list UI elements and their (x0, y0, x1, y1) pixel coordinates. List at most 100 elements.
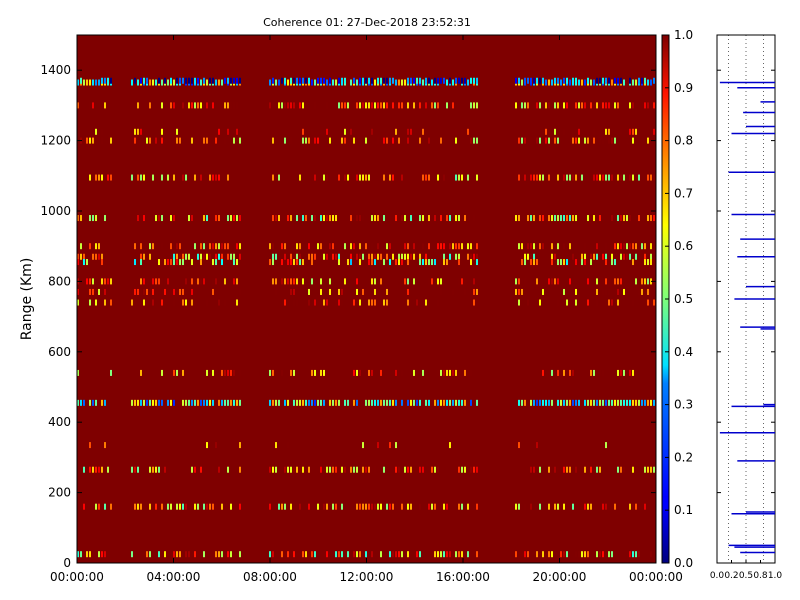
heatmap-cell (446, 102, 448, 109)
heatmap-cell (530, 243, 532, 250)
heatmap-cell (335, 215, 337, 222)
heatmap-cell (155, 79, 157, 86)
heatmap-cell (230, 503, 232, 510)
heatmap-cell (338, 551, 340, 558)
heatmap-cell (428, 174, 430, 181)
colorbar-tick-label: 0.3 (674, 398, 693, 412)
heatmap-cell (185, 551, 187, 558)
heatmap-cell (101, 259, 103, 266)
heatmap-cell (218, 253, 220, 260)
heatmap-cell (410, 215, 412, 222)
heatmap-cell (200, 253, 202, 260)
heatmap-cell (137, 399, 139, 406)
heatmap-cell (374, 79, 376, 86)
heatmap-cell (419, 399, 421, 406)
heatmap-cell (587, 503, 589, 510)
heatmap-cell (77, 551, 79, 558)
heatmap-cell (353, 466, 355, 473)
heatmap-cell (602, 102, 604, 109)
heatmap-cell (104, 299, 106, 306)
heatmap-cell (302, 259, 304, 266)
heatmap-cell (95, 215, 97, 222)
heatmap-cell (632, 243, 634, 250)
heatmap-cell (155, 503, 157, 510)
heatmap-cell (305, 399, 307, 406)
colorbar-tick-label: 0.6 (674, 239, 693, 253)
heatmap-cell (107, 466, 109, 473)
heatmap-cell (542, 77, 544, 84)
heatmap-cell (614, 243, 616, 250)
heatmap-cell (299, 503, 301, 510)
heatmap-cell (518, 278, 520, 285)
heatmap-cell (335, 399, 337, 406)
heatmap-cell (461, 278, 463, 285)
heatmap-cell (233, 253, 235, 260)
heatmap-cell (335, 503, 337, 510)
heatmap-cell (326, 128, 328, 135)
heatmap-cell (629, 215, 631, 222)
heatmap-cell (572, 215, 574, 222)
heatmap-cell (593, 215, 595, 222)
heatmap-cell (164, 466, 166, 473)
heatmap-cell (320, 128, 322, 135)
heatmap-cell (356, 174, 358, 181)
heatmap-cell (164, 288, 166, 295)
heatmap-cell (305, 77, 307, 84)
heatmap-cell (290, 259, 292, 266)
heatmap-cell (539, 503, 541, 510)
heatmap-cell (407, 503, 409, 510)
heatmap-cell (536, 399, 538, 406)
heatmap-cell (191, 77, 193, 84)
heatmap-cell (368, 102, 370, 109)
heatmap-cell (158, 174, 160, 181)
heatmap-cell (617, 174, 619, 181)
heatmap-cell (647, 102, 649, 109)
heatmap-cell (107, 77, 109, 84)
heatmap-cell (149, 503, 151, 510)
heatmap-cell (437, 503, 439, 510)
heatmap-cell (314, 253, 316, 260)
heatmap-cell (422, 128, 424, 135)
heatmap-cell (620, 278, 622, 285)
heatmap-cell (197, 174, 199, 181)
heatmap-cell (302, 77, 304, 84)
heatmap-cell (368, 299, 370, 306)
heatmap-cell (431, 102, 433, 109)
heatmap-cell (95, 79, 97, 86)
heatmap-cell (464, 369, 466, 376)
heatmap-cell (290, 215, 292, 222)
heatmap-cell (470, 77, 472, 84)
heatmap-cell (635, 399, 637, 406)
heatmap-cell (380, 399, 382, 406)
heatmap-cell (170, 243, 172, 250)
heatmap-cell (581, 174, 583, 181)
heatmap-cell (209, 174, 211, 181)
heatmap-cell (473, 503, 475, 510)
heatmap-cell (302, 466, 304, 473)
heatmap-cell (143, 215, 145, 222)
heatmap-cell (239, 442, 241, 449)
heatmap-cell (632, 137, 634, 144)
heatmap-cell (647, 399, 649, 406)
heatmap-cell (296, 259, 298, 266)
heatmap-cell (98, 243, 100, 250)
heatmap-cell (623, 466, 625, 473)
heatmap-cell (437, 369, 439, 376)
heatmap-cell (413, 278, 415, 285)
heatmap-cell (401, 399, 403, 406)
heatmap-cell (644, 259, 646, 266)
heatmap-cell (584, 137, 586, 144)
heatmap-cell (89, 551, 91, 558)
heatmap-cell (359, 551, 361, 558)
heatmap-cell (131, 174, 133, 181)
heatmap-cell (161, 137, 163, 144)
heatmap-cell (518, 288, 520, 295)
heatmap-cell (452, 102, 454, 109)
heatmap-cell (434, 77, 436, 84)
heatmap-cell (299, 77, 301, 84)
heatmap-cell (140, 288, 142, 295)
heatmap-cell (440, 253, 442, 260)
heatmap-cell (359, 253, 361, 260)
heatmap-cell (281, 503, 283, 510)
heatmap-cell (629, 253, 631, 260)
